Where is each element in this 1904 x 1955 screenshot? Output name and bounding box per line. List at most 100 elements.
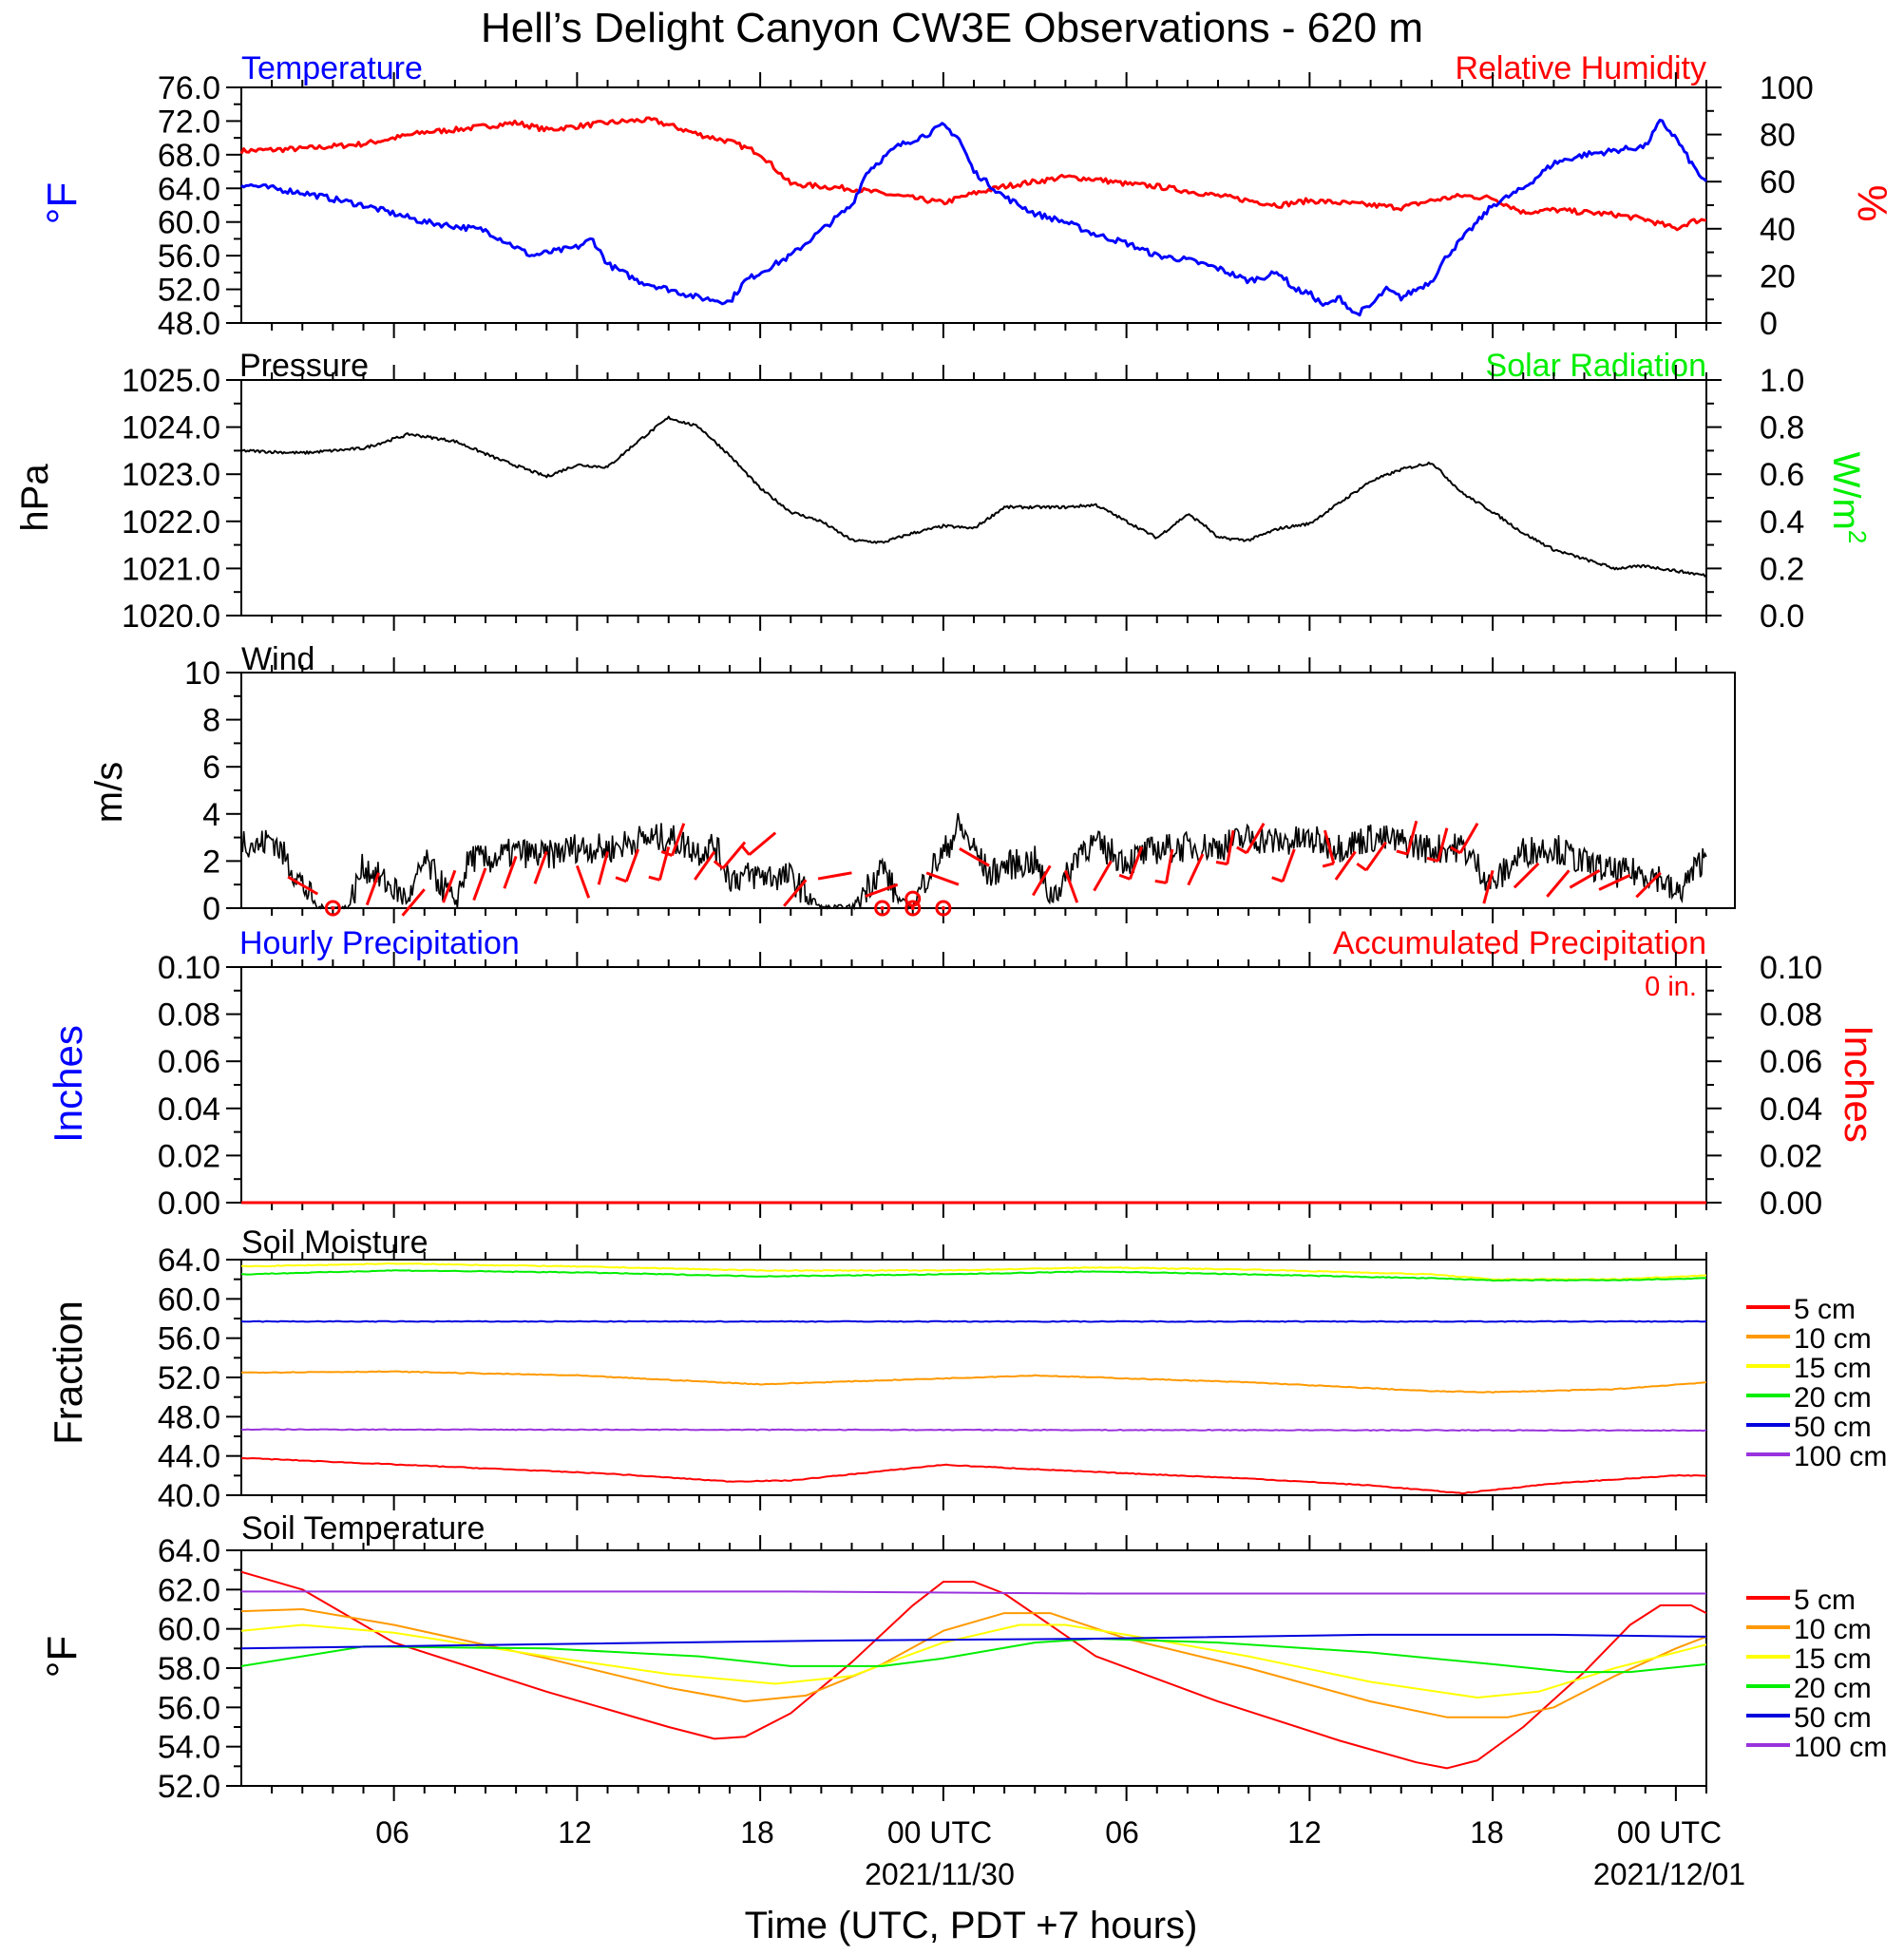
wind-barb-flag <box>1356 862 1367 872</box>
series-line <box>240 1608 1707 1718</box>
series-line <box>240 1370 1707 1394</box>
humidity-axis-label: % <box>1849 184 1895 221</box>
x-tick-label: 18 <box>1470 1815 1504 1850</box>
y-tick-label: 52.0 <box>158 1360 220 1396</box>
y-tick-label: 0.0 <box>1760 598 1804 635</box>
legend-label: 50 cm <box>1794 1412 1872 1443</box>
wind-axis-label: m/s <box>88 762 130 823</box>
series-line <box>240 118 1708 317</box>
series-line <box>240 1638 1707 1674</box>
pressure-axis-label: hPa <box>14 464 56 532</box>
wind-barb-flag <box>1322 862 1335 868</box>
hourly-precip-title: Hourly Precipitation <box>239 925 520 961</box>
wind-barb <box>1364 841 1387 871</box>
series-line <box>240 1319 1707 1323</box>
wind-barb <box>1569 869 1601 889</box>
soil-moisture-panel: Soil Moisture Fraction 64.060.056.052.04… <box>46 1224 1887 1514</box>
y-tick-label: 64.0 <box>158 171 220 207</box>
wind-barb <box>287 875 319 896</box>
legend-label: 20 cm <box>1794 1382 1872 1414</box>
y-tick-label: 0.00 <box>158 1186 220 1222</box>
wind-barb <box>1458 822 1479 854</box>
y-tick-label: 10 <box>184 655 220 692</box>
y-tick-label: 0.02 <box>1760 1138 1822 1174</box>
calm-wind-dot <box>880 906 885 910</box>
y-tick-label: 2 <box>202 844 220 880</box>
y-tick-label: 20 <box>1760 258 1796 294</box>
wind-barb <box>575 864 591 899</box>
y-tick-label: 1.0 <box>1760 363 1804 399</box>
time-axis: 06 12 18 00 UTC 06 12 18 00 UTC 2021/11/… <box>375 1815 1745 1946</box>
y-tick-label: 48.0 <box>158 306 220 342</box>
wind-barb <box>597 851 609 885</box>
y-tick-label: 60.0 <box>158 205 220 241</box>
wind-barb <box>1546 869 1571 898</box>
wind-barb <box>671 823 686 857</box>
y-tick-label: 0.4 <box>1760 504 1804 541</box>
wind-barb-flag <box>1236 845 1247 855</box>
wind-barb <box>1334 850 1357 881</box>
series-line <box>241 1590 1706 1595</box>
y-tick-label: 0 <box>1760 306 1778 342</box>
wind-barb <box>1165 848 1174 883</box>
accum-precip-total: 0 in. <box>1645 972 1697 1002</box>
wind-barb <box>503 855 518 889</box>
y-tick-label: 56.0 <box>158 1690 220 1726</box>
panel-frame: 10 8 6 4 2 0 <box>184 655 1736 927</box>
series-line <box>240 1457 1707 1495</box>
wind-barb <box>1437 827 1449 862</box>
y-tick-label: 0.04 <box>158 1091 220 1128</box>
light-wind-circle <box>904 890 922 907</box>
legend-label: 20 cm <box>1794 1673 1872 1704</box>
wind-barb <box>533 850 548 884</box>
wind-barb <box>865 883 899 898</box>
wind-barb <box>401 888 426 917</box>
legend-label: 15 cm <box>1794 1353 1872 1384</box>
panel-frame: 76.072.068.064.060.056.052.048.0 100 80 60 4… <box>158 70 1814 342</box>
panel-frame: 1025.0 1024.0 1023.0 1022.0 1021.0 1020.0 1.0 0… <box>122 363 1804 635</box>
y-tick-label: 0.06 <box>158 1044 220 1080</box>
y-tick-label: 60.0 <box>158 1612 220 1648</box>
y-tick-label: 68.0 <box>158 138 220 174</box>
y-tick-label: 1021.0 <box>122 551 220 587</box>
x-tick-label: 18 <box>740 1815 774 1850</box>
pressure-solar-panel: Pressure Solar Radiation hPa W/m2 1025.0… <box>14 348 1872 635</box>
series-line <box>240 1623 1707 1699</box>
legend-label: 10 cm <box>1794 1323 1872 1355</box>
x-tick-label: 06 <box>375 1815 409 1850</box>
y-tick-label: 64.0 <box>158 1243 220 1279</box>
legend-label: 50 cm <box>1794 1702 1872 1734</box>
wind-barb <box>925 871 960 886</box>
soil-temperature-title: Soil Temperature <box>241 1510 485 1547</box>
wind-barb-flag <box>615 876 627 883</box>
y-tick-label: 4 <box>202 797 220 833</box>
y-tick-label: 40 <box>1760 212 1796 248</box>
date-label: 2021/11/30 <box>865 1857 1015 1891</box>
calm-wind-circle <box>904 900 922 917</box>
y-tick-label: 0.10 <box>158 950 220 986</box>
hourly-precip-axis-label: Inches <box>46 1025 90 1143</box>
wind-speed-line <box>240 812 1707 911</box>
precipitation-panel: Hourly Precipitation Accumulated Precipi… <box>46 925 1881 1222</box>
y-tick-label: 0.2 <box>1760 551 1804 587</box>
wind-barb-flag <box>1118 873 1131 881</box>
legend-label: 100 cm <box>1794 1732 1887 1763</box>
wind-barb <box>365 872 380 906</box>
series-line <box>240 1269 1706 1282</box>
accum-precip-title: Accumulated Precipitation <box>1333 925 1706 961</box>
y-tick-label: 8 <box>202 703 220 739</box>
y-tick-label: 56.0 <box>158 238 220 275</box>
x-axis-title: Time (UTC, PDT +7 hours) <box>745 1905 1198 1946</box>
y-tick-label: 1022.0 <box>122 504 220 541</box>
wind-barb-flag <box>1426 856 1439 863</box>
y-tick-label: 0.8 <box>1760 410 1804 446</box>
pressure-panel-title: Pressure <box>239 348 369 384</box>
y-tick-label: 0.08 <box>1760 997 1822 1034</box>
humidity-panel-title: Relative Humidity <box>1455 50 1706 86</box>
wind-barb <box>748 831 777 856</box>
panel-frame: 0.10 0.08 0.06 0.04 0.02 0.00 0.10 0.08 0.06 0.04… <box>158 950 1822 1222</box>
wind-barb <box>472 867 487 902</box>
wind-barb <box>1032 864 1052 897</box>
